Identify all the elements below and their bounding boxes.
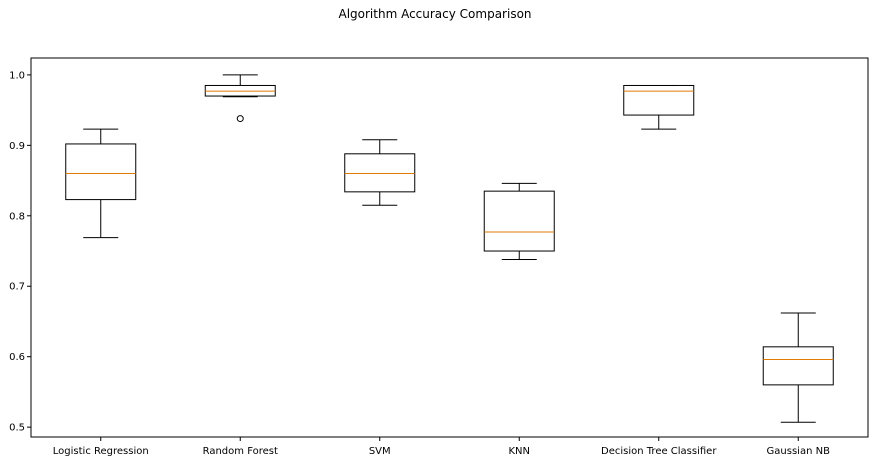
x-tick-label: SVM [369,446,391,457]
iqr-box [344,153,416,193]
box-2 [204,74,276,123]
y-tick-label: 0.8 [9,211,25,222]
y-tick-label: 0.7 [9,282,25,293]
x-tick-label: Decision Tree Classifier [601,446,717,457]
box-3 [344,139,416,206]
outlier-point [236,115,244,123]
chart-title: Algorithm Accuracy Comparison [338,7,531,21]
iqr-box [483,190,555,252]
plot-area-frame [30,57,869,438]
box-5 [623,84,695,130]
box-6 [762,312,834,423]
y-tick-label: 0.9 [9,141,25,152]
y-tick-label: 1.0 [9,70,25,81]
y-tick-label: 0.5 [9,423,25,434]
x-tick-label: KNN [508,446,530,457]
x-axis: Logistic Regression Random Forest SVM KNN De… [53,437,830,457]
iqr-box [762,346,834,386]
y-axis: 0.5 0.6 0.7 0.8 0.9 1.0 [9,70,31,434]
x-tick-label: Logistic Regression [53,446,149,457]
iqr-box [623,84,695,116]
box-4 [483,182,555,260]
y-tick-label: 0.6 [9,352,25,363]
box-1 [65,128,137,239]
boxes-group [65,74,834,423]
x-tick-label: Random Forest [203,446,278,457]
iqr-box [65,143,137,201]
x-tick-label: Gaussian NB [767,446,831,457]
